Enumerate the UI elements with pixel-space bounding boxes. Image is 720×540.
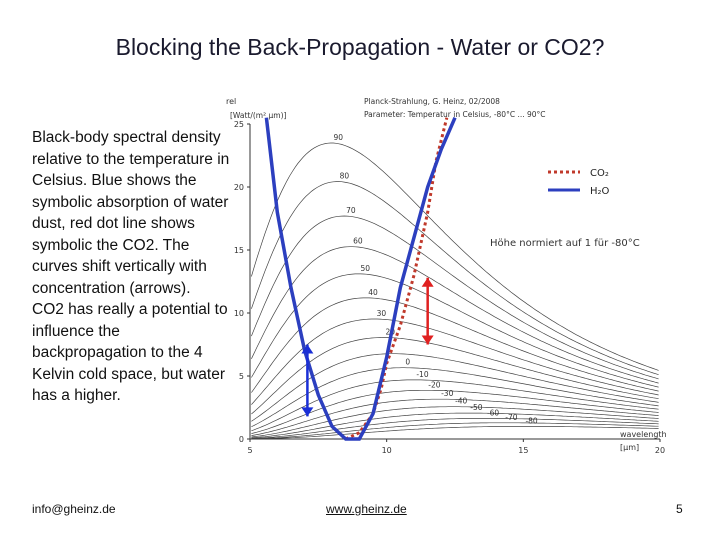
planck-curve: [251, 353, 659, 422]
slide-title: Blocking the Back-Propagation - Water or…: [115, 34, 605, 60]
planck-curve: [251, 181, 659, 376]
y-tick-label: 25: [234, 120, 244, 129]
planck-curve: [251, 318, 659, 405]
temperature-label: 60: [353, 237, 363, 246]
absorption-series: [264, 117, 457, 441]
chart-header: rel [Watt/(m² µm)] Planck-Strahlung, G. …: [226, 97, 546, 120]
planck-curve: [251, 412, 659, 439]
temperature-label: 30: [377, 309, 387, 318]
temperature-label: -70: [505, 413, 517, 422]
chart-legend: CO₂ H₂O: [548, 168, 610, 197]
y-tick-label: 10: [234, 309, 244, 318]
x-tick-label: 10: [382, 446, 392, 455]
y-tick-label: 15: [234, 246, 244, 255]
planck-curve: [251, 398, 659, 436]
temperature-label: -60: [487, 408, 499, 417]
planck-curve: [251, 367, 659, 428]
normalization-note: Höhe normiert auf 1 für -80°C: [490, 238, 640, 249]
temperature-label: 0: [405, 358, 410, 367]
planck-curves: [251, 142, 659, 440]
header-params: Parameter: Temperatur in Celsius, -80°C …: [364, 110, 546, 119]
planck-curve: [251, 273, 659, 388]
footer-url-link[interactable]: www.gheinz.de: [326, 502, 407, 516]
x-tick-label: 20: [655, 446, 665, 455]
y-tick-label: 20: [234, 183, 244, 192]
arrow-head-down: [301, 407, 314, 417]
temperature-label: -40: [455, 397, 467, 406]
planck-curve: [251, 406, 659, 438]
planck-curve: [251, 142, 659, 371]
planck-curve: [251, 246, 659, 384]
temperature-label: 50: [360, 264, 370, 273]
temperature-label: -30: [441, 389, 453, 398]
x-axis-unit: [µm]: [620, 443, 639, 452]
x-axis-label: wavelength: [620, 430, 667, 439]
planck-curve: [251, 422, 659, 440]
planck-curve: [251, 337, 659, 415]
description-paragraph-1: Black-body spectral density relative to …: [32, 129, 230, 297]
legend-label-h2o: H₂O: [590, 186, 610, 197]
slide-description: Black-body spectral density relative to …: [32, 127, 232, 407]
temperature-label: -10: [416, 370, 428, 379]
planck-curve: [251, 426, 659, 440]
x-tick-label: 15: [518, 446, 528, 455]
temperature-label: 40: [368, 288, 378, 297]
description-paragraph-2: CO2 has really a potential to influence …: [32, 301, 228, 404]
legend-label-co2: CO₂: [590, 168, 609, 179]
y-tick-label: 5: [239, 372, 244, 381]
h2o-absorption-line: [264, 117, 457, 441]
temperature-label: -50: [470, 403, 482, 412]
header-units: [Watt/(m² µm)]: [230, 111, 286, 120]
temperature-label: -80: [525, 416, 537, 425]
temperature-label: -20: [428, 380, 440, 389]
header-left: rel: [226, 97, 236, 106]
x-tick-label: 5: [247, 446, 252, 455]
footer-email: info@gheinz.de: [32, 502, 116, 516]
planck-curve: [251, 297, 659, 393]
temperature-label: 80: [340, 172, 350, 181]
arrow-head-up: [421, 277, 434, 287]
page-number: 5: [676, 502, 683, 516]
planck-curve: [251, 215, 659, 380]
y-tick-label: 0: [239, 435, 244, 444]
temperature-label: 90: [333, 133, 343, 142]
co2-absorption-line: [345, 117, 449, 441]
arrow-head-down: [421, 335, 434, 345]
planck-chart: rel [Watt/(m² µm)] Planck-Strahlung, G. …: [226, 97, 667, 455]
arrow-head-up: [301, 344, 314, 354]
temperature-label: 70: [346, 206, 356, 215]
shift-arrows: [301, 277, 434, 417]
header-title: Planck-Strahlung, G. Heinz, 02/2008: [364, 97, 500, 106]
planck-curve: [251, 418, 659, 439]
planck-curve: [251, 389, 659, 434]
